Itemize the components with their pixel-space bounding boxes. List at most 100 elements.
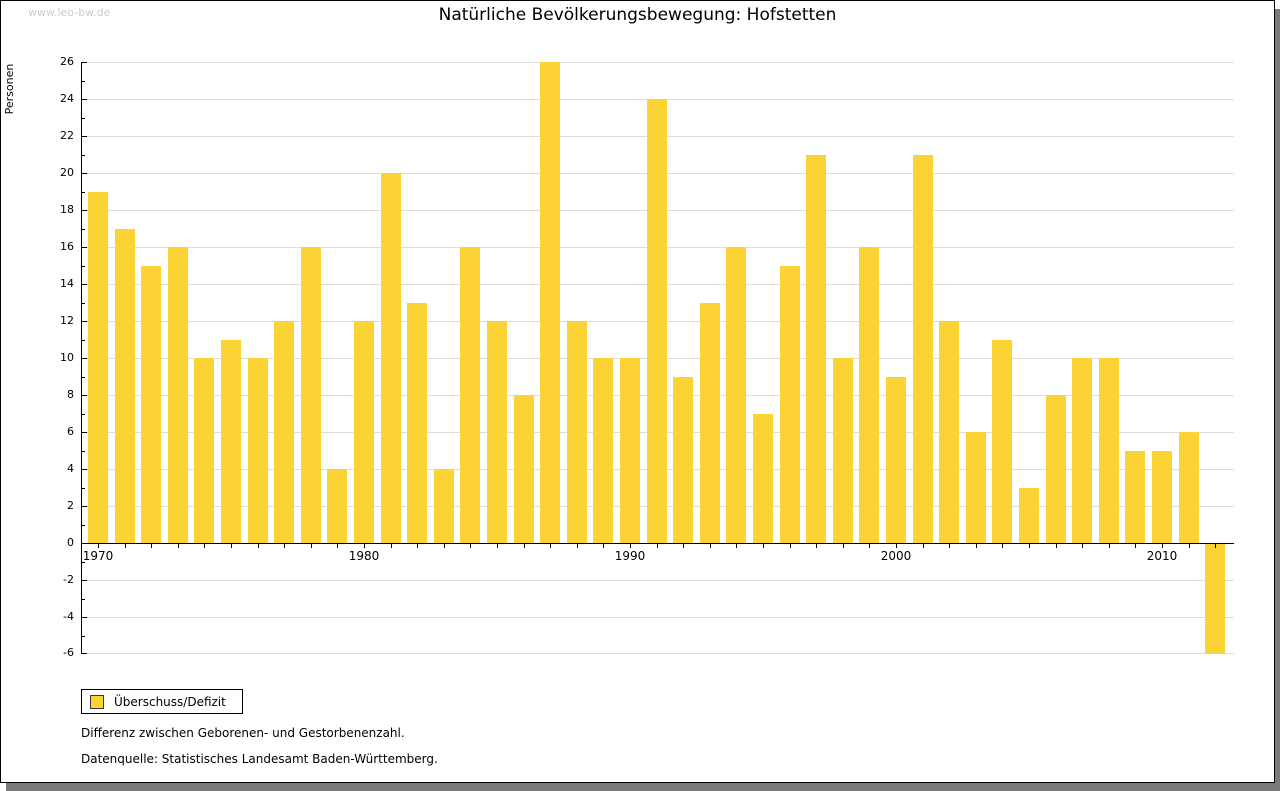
- bar-1999: [859, 247, 879, 543]
- bar-1975: [221, 340, 241, 543]
- ytick-minor-17: [82, 229, 85, 230]
- ytick-label--4: -4: [63, 610, 74, 623]
- ytick-label-16: 16: [60, 240, 74, 253]
- legend: Überschuss/Defizit: [81, 689, 243, 714]
- page-title: Natürliche Bevölkerungsbewegung: Hofstet…: [438, 5, 837, 25]
- xtick-1973: [178, 544, 179, 548]
- bar-1979: [327, 469, 347, 543]
- ytick-major-24: [82, 99, 87, 100]
- bar-1976: [248, 358, 268, 543]
- xtick-1989: [603, 544, 604, 548]
- xtick-1974: [204, 544, 205, 548]
- ytick-label-4: 4: [67, 462, 74, 475]
- ytick-major-4: [82, 469, 87, 470]
- xtick-1993: [710, 544, 711, 548]
- xtick-1971: [125, 544, 126, 548]
- bar-2004: [992, 340, 1012, 543]
- bar-1970: [88, 192, 108, 543]
- ytick-major-16: [82, 247, 87, 248]
- xtick-2004: [1002, 544, 1003, 548]
- y-axis-line: [81, 62, 82, 654]
- xtick-1978: [311, 544, 312, 548]
- bar-1977: [274, 321, 294, 543]
- ytick-minor-19: [82, 192, 85, 193]
- gridline-26: [81, 62, 1234, 63]
- xtick-1975: [231, 544, 232, 548]
- ytick-minor-25: [82, 81, 85, 82]
- xtick-1998: [843, 544, 844, 548]
- bar-1993: [700, 303, 720, 543]
- ytick-label-14: 14: [60, 277, 74, 290]
- bar-1972: [141, 266, 161, 543]
- ytick-minor--3: [82, 599, 85, 600]
- xtick-1996: [790, 544, 791, 548]
- y-axis-label: Personen: [3, 63, 16, 115]
- ytick-label-24: 24: [60, 92, 74, 105]
- xtick-2006: [1056, 544, 1057, 548]
- xtick-2008: [1109, 544, 1110, 548]
- ytick-minor-13: [82, 303, 85, 304]
- ytick-major--6: [82, 653, 87, 654]
- ytick-label-18: 18: [60, 203, 74, 216]
- bar-1983: [434, 469, 454, 543]
- xtick-1999: [869, 544, 870, 548]
- xtick-1983: [444, 544, 445, 548]
- bar-1995: [753, 414, 773, 543]
- xtick-1988: [577, 544, 578, 548]
- legend-label: Überschuss/Defizit: [114, 694, 226, 709]
- ytick-major-2: [82, 506, 87, 507]
- ytick-major-10: [82, 358, 87, 359]
- xtick-2000: [896, 544, 897, 548]
- ytick-label-6: 6: [67, 425, 74, 438]
- bar-2008: [1099, 358, 1119, 543]
- xtick-2012: [1215, 544, 1216, 548]
- ytick-minor-15: [82, 266, 85, 267]
- plot-area: -6 -4 -2 0 2 4 6 8 10 12 14 16 18 20 22 24 26 1970 1980 199…: [60, 55, 1234, 659]
- ytick-major-18: [82, 210, 87, 211]
- xtick-2003: [976, 544, 977, 548]
- ytick-minor--1: [82, 562, 85, 563]
- bar-2007: [1072, 358, 1092, 543]
- ytick-major-8: [82, 395, 87, 396]
- xtick-1997: [816, 544, 817, 548]
- bar-1982: [407, 303, 427, 543]
- xtick-2009: [1135, 544, 1136, 548]
- bar-1996: [780, 266, 800, 543]
- xtick-1970: [98, 544, 99, 548]
- xtick-1977: [284, 544, 285, 548]
- ytick-major-6: [82, 432, 87, 433]
- bar-1987: [540, 62, 560, 543]
- xtick-1986: [524, 544, 525, 548]
- xtick-2010: [1162, 544, 1163, 548]
- ytick-minor-7: [82, 414, 85, 415]
- bar-2003: [966, 432, 986, 543]
- xtick-1984: [470, 544, 471, 548]
- bar-2000: [886, 377, 906, 543]
- bar-1992: [673, 377, 693, 543]
- ytick-label--2: -2: [63, 573, 74, 586]
- xtick-2001: [923, 544, 924, 548]
- bar-1980: [354, 321, 374, 543]
- bar-2006: [1046, 395, 1066, 543]
- gridline--4: [81, 617, 1234, 618]
- bar-2011: [1179, 432, 1199, 543]
- ytick-minor-23: [82, 118, 85, 119]
- xtick-label-2000: 2000: [880, 549, 912, 563]
- bar-1984: [460, 247, 480, 543]
- bar-1973: [168, 247, 188, 543]
- xtick-1981: [391, 544, 392, 548]
- ytick-label-10: 10: [60, 351, 74, 364]
- ytick-label-12: 12: [60, 314, 74, 327]
- bar-2009: [1125, 451, 1145, 543]
- xtick-1992: [683, 544, 684, 548]
- ytick-minor-1: [82, 525, 85, 526]
- xtick-label-1970: 1970: [82, 549, 114, 563]
- bar-1978: [301, 247, 321, 543]
- bar-1990: [620, 358, 640, 543]
- bar-1991: [647, 99, 667, 543]
- xtick-label-1980: 1980: [348, 549, 380, 563]
- ytick-minor-9: [82, 377, 85, 378]
- xtick-1980: [364, 544, 365, 548]
- bar-1981: [381, 173, 401, 543]
